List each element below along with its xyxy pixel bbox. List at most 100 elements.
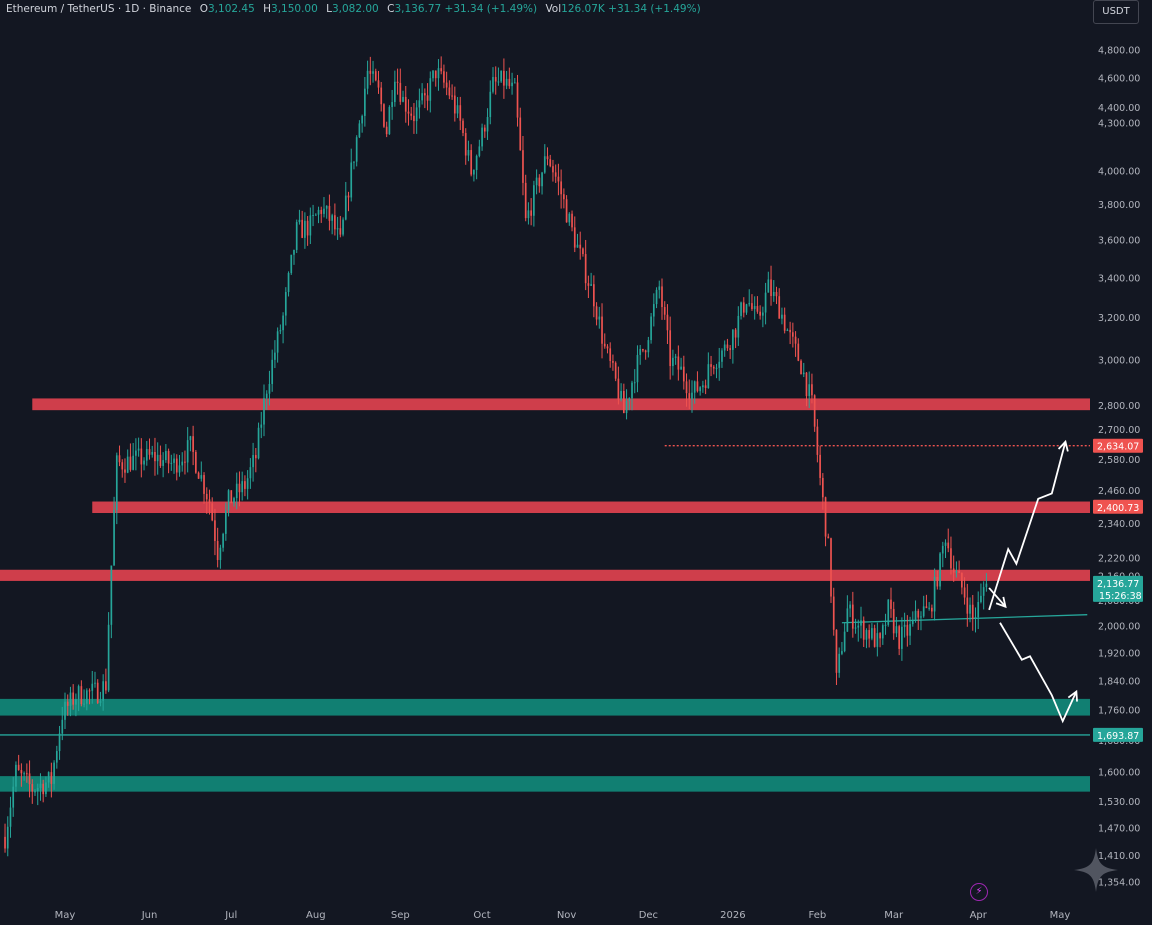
candle-body: [145, 449, 148, 461]
candle: [61, 706, 64, 741]
candle: [832, 587, 835, 636]
candle-body: [167, 450, 170, 464]
candle: [704, 379, 707, 395]
lightning-bolt-icon[interactable]: ⚡: [970, 883, 988, 901]
candle: [819, 445, 821, 486]
candle-body: [159, 454, 162, 466]
candle: [25, 763, 28, 783]
candle: [677, 345, 680, 381]
candle-body: [304, 220, 306, 238]
symbol-title[interactable]: Ethereum / TetherUS · 1D · Binance: [6, 3, 192, 15]
candle: [372, 60, 374, 83]
candle-body: [813, 395, 816, 427]
candle-body: [609, 348, 612, 361]
candle: [402, 90, 404, 103]
candle-body: [524, 182, 527, 219]
candle-body: [762, 312, 764, 316]
candle-body: [184, 461, 186, 463]
candle: [680, 357, 682, 370]
candle-body: [661, 286, 663, 308]
candle: [268, 370, 271, 406]
candle-body: [862, 620, 865, 640]
high-key: H: [263, 3, 272, 15]
candle: [576, 233, 579, 248]
candle-body: [107, 624, 110, 691]
resistance-zone-0: [32, 398, 1090, 411]
vol-value: 126.07K: [561, 3, 605, 15]
candle-body: [909, 624, 911, 636]
candle-body: [462, 120, 464, 134]
candle: [257, 422, 260, 460]
candle-body: [91, 683, 94, 691]
projection-arrowhead-pullback: [995, 596, 1007, 609]
candle: [748, 289, 751, 307]
candle-body: [821, 477, 824, 498]
legend-header: Ethereum / TetherUS · 1D · Binance O3,10…: [6, 3, 701, 15]
candle: [421, 83, 423, 105]
x-tick-label: Apr: [970, 910, 988, 921]
candle: [674, 353, 677, 365]
candle: [985, 573, 988, 592]
candle-body: [456, 105, 459, 114]
candle: [107, 612, 110, 693]
candle: [42, 779, 45, 803]
candle: [857, 619, 860, 642]
candle-body: [12, 786, 15, 808]
candle: [712, 365, 715, 375]
y-tick-label: 2,460.00: [1098, 486, 1140, 497]
candle-body: [94, 682, 96, 684]
candle: [9, 796, 12, 838]
candle-body: [715, 367, 718, 369]
currency-button[interactable]: USDT: [1093, 0, 1139, 24]
candle: [165, 444, 167, 463]
candle: [824, 496, 827, 547]
candle-body: [606, 346, 609, 349]
candle-body: [846, 608, 849, 632]
projection-arrowhead-bearish: [1067, 689, 1078, 702]
candle-body: [216, 540, 219, 561]
candle: [475, 154, 478, 180]
candle: [982, 581, 985, 610]
candle: [58, 725, 61, 760]
candle: [413, 103, 415, 134]
candle: [470, 144, 473, 177]
candle-body: [549, 159, 552, 167]
candle-body: [871, 628, 873, 639]
candle-body: [505, 78, 508, 86]
candle: [15, 761, 17, 793]
candle-body: [726, 344, 729, 349]
candle-body: [290, 254, 293, 274]
candle-body: [669, 330, 672, 367]
candle: [178, 455, 181, 477]
candle: [541, 171, 543, 195]
x-tick-label: Sep: [391, 910, 410, 921]
candle: [797, 338, 800, 362]
candle-body: [192, 436, 194, 452]
candle-body: [963, 587, 966, 598]
support-zone-4: [0, 776, 1090, 792]
candle-body: [832, 596, 835, 630]
candle: [846, 595, 849, 632]
candle-body: [633, 382, 636, 384]
candle: [756, 296, 759, 314]
candle-body: [617, 378, 620, 400]
candle: [260, 411, 263, 439]
candle-body: [917, 610, 920, 618]
candle: [764, 282, 767, 325]
candle-body: [432, 70, 434, 79]
candle-body: [483, 127, 486, 132]
candle: [841, 641, 843, 656]
candle: [314, 213, 317, 216]
candle-body: [88, 690, 91, 692]
candle: [808, 371, 811, 409]
candle-body: [219, 547, 222, 561]
price-label-box: [1093, 438, 1143, 453]
candle-body: [522, 150, 524, 183]
candle-body: [508, 78, 511, 87]
candle: [36, 783, 39, 806]
candle-body: [980, 595, 982, 602]
candle-body: [295, 222, 298, 250]
candle-body: [682, 366, 685, 382]
candle-body: [306, 220, 309, 236]
